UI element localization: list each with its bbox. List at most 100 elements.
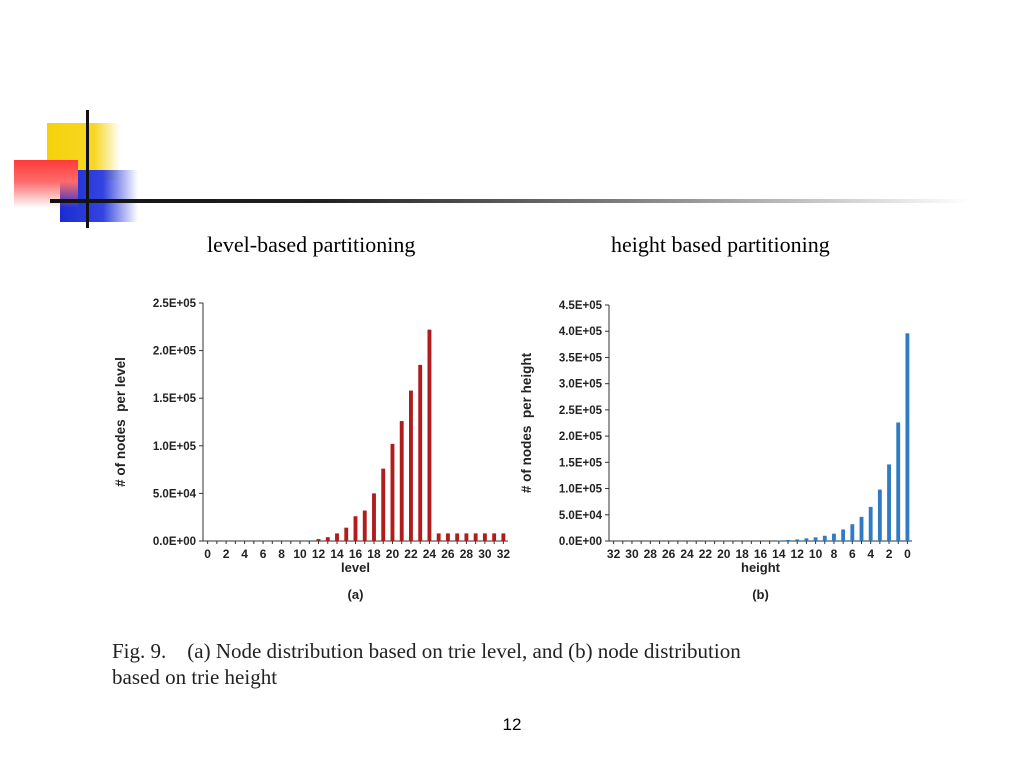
bar	[850, 524, 855, 541]
bar	[344, 527, 349, 541]
heading-height-based: height based partitioning	[611, 232, 830, 257]
caption-line-1: Fig. 9. (a) Node distribution based on t…	[112, 639, 741, 663]
y-tick-label: 0.0E+00	[559, 536, 602, 548]
bar	[381, 468, 386, 541]
y-tick-label: 4.5E+05	[559, 300, 603, 312]
bar	[473, 533, 478, 541]
bar	[887, 464, 891, 541]
bar	[316, 539, 321, 541]
decor-vertical-line	[86, 110, 89, 228]
x-tick-label: 4	[241, 547, 248, 561]
x-tick-label: 14	[330, 547, 344, 561]
chart-level-distribution: 0.0E+00 5.0E+04 1.0E+05 1.5E+05 2.0E+05 2.5E+…	[113, 298, 511, 602]
bar	[905, 333, 910, 541]
bar	[877, 489, 882, 541]
bar	[436, 533, 441, 541]
x-tick-label: 10	[293, 547, 307, 561]
bar	[482, 533, 487, 541]
y-tick-label: 4.0E+05	[559, 326, 603, 338]
x-tick-label: 24	[680, 547, 694, 561]
y-axis-label: # of nodes per height	[519, 352, 534, 493]
x-tick-label: 20	[386, 547, 400, 561]
x-tick-label: 8	[831, 547, 838, 561]
x-tick-label: 28	[460, 547, 474, 561]
caption-line-2: based on trie height	[112, 665, 278, 689]
bar	[492, 533, 497, 541]
x-tick-label: 22	[699, 547, 713, 561]
x-tick-label: 18	[735, 547, 749, 561]
page-number: 12	[502, 715, 522, 734]
x-tick-label: 12	[312, 547, 326, 561]
y-tick-label: 3.0E+05	[559, 379, 603, 391]
x-tick-label: 6	[849, 547, 856, 561]
x-tick-label: 0	[904, 547, 911, 561]
bar	[409, 390, 413, 541]
x-tick-label: 6	[260, 547, 267, 561]
x-tick-label: 30	[478, 547, 492, 561]
bar	[399, 421, 404, 541]
y-tick-label: 1.0E+05	[153, 441, 197, 453]
x-axis-label: level	[341, 560, 370, 575]
x-tick-label: 20	[717, 547, 731, 561]
chart-height-distribution: 0.0E+00 5.0E+04 1.0E+05 1.5E+05 2.0E+05 2.5E+…	[519, 300, 912, 602]
bar	[795, 539, 800, 541]
x-tick-label: 28	[644, 547, 658, 561]
bar	[859, 516, 864, 541]
x-tick-label: 2	[886, 547, 893, 561]
x-tick-label: 30	[625, 547, 639, 561]
x-tick-label: 24	[423, 547, 437, 561]
x-tick-label: 12	[791, 547, 805, 561]
panel-label: (a)	[348, 587, 364, 602]
x-tick-label: 26	[441, 547, 455, 561]
x-tick-label: 10	[809, 547, 823, 561]
bar	[896, 422, 901, 541]
y-axis-label: # of nodes per level	[113, 357, 128, 487]
panel-label: (b)	[752, 587, 769, 602]
y-tick-label: 1.0E+05	[559, 484, 603, 496]
bar	[786, 539, 790, 541]
x-tick-label: 8	[278, 547, 285, 561]
bar	[325, 537, 330, 541]
bar	[418, 364, 423, 541]
bar	[868, 506, 873, 541]
x-tick-label: 4	[867, 547, 874, 561]
bar	[813, 537, 818, 541]
bar	[832, 533, 836, 541]
y-tick-label: 2.0E+05	[153, 346, 197, 358]
bar	[445, 533, 450, 541]
heading-level-based: level-based partitioning	[207, 232, 416, 257]
x-tick-label: 26	[662, 547, 676, 561]
bar	[372, 493, 376, 541]
bar	[822, 535, 827, 541]
bar	[804, 538, 809, 541]
y-tick-label: 5.0E+04	[153, 488, 197, 500]
figure-caption: Fig. 9. (a) Node distribution based on t…	[112, 638, 912, 690]
x-tick-label: 0	[204, 547, 211, 561]
title-rule	[50, 199, 970, 203]
y-tick-label: 2.5E+05	[559, 405, 603, 417]
x-tick-label: 32	[497, 547, 511, 561]
bar	[335, 533, 339, 541]
y-tick-label: 2.5E+05	[153, 298, 197, 310]
y-tick-label: 5.0E+04	[559, 510, 603, 522]
y-tick-label: 1.5E+05	[153, 393, 197, 405]
x-axis-label: height	[741, 560, 781, 575]
bar	[455, 533, 460, 541]
bar	[464, 533, 469, 541]
bar	[362, 510, 367, 541]
bar	[390, 443, 395, 541]
bar	[501, 533, 506, 541]
y-tick-label: 0.0E+00	[153, 536, 196, 548]
bar	[427, 329, 432, 541]
x-tick-label: 16	[754, 547, 768, 561]
y-tick-label: 1.5E+05	[559, 457, 603, 469]
x-tick-label: 2	[223, 547, 230, 561]
x-tick-label: 18	[367, 547, 381, 561]
y-tick-label: 3.5E+05	[559, 352, 603, 364]
x-tick-label: 32	[607, 547, 621, 561]
bar	[776, 540, 781, 541]
bar	[841, 529, 846, 541]
x-tick-label: 22	[404, 547, 418, 561]
x-tick-label: 14	[772, 547, 786, 561]
x-tick-label: 16	[349, 547, 363, 561]
